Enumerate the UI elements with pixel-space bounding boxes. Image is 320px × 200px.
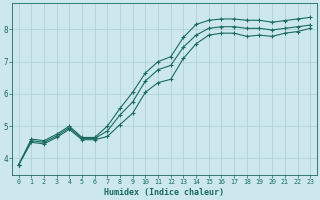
X-axis label: Humidex (Indice chaleur): Humidex (Indice chaleur) [104, 188, 224, 197]
